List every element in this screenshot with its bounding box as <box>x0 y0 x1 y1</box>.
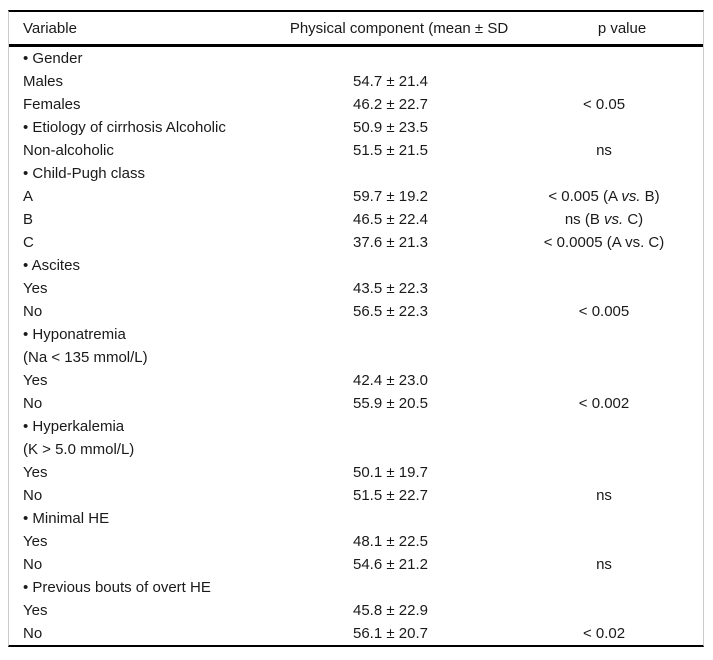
variable-cell: • Gender <box>23 50 83 67</box>
variable-cell: (K > 5.0 mmol/L) <box>23 441 135 458</box>
table-row: • Minimal HE <box>9 507 703 530</box>
variable-cell: • Ascites <box>23 257 80 274</box>
variable-cell: • Hyponatremia <box>23 326 126 343</box>
mean-sd-cell: 55.9 ± 20.5 <box>353 395 428 412</box>
p-value-cell: ns <box>596 487 612 504</box>
p-value-cell: < 0.05 <box>582 96 626 113</box>
col-header-p-value: p value <box>597 19 647 37</box>
mean-sd-cell: 46.5 ± 22.4 <box>353 211 428 228</box>
variable-cell: Non-alcoholic <box>23 142 114 159</box>
table-row: Yes 50.1 ± 19.7 <box>9 461 703 484</box>
table-row: • Gender <box>9 47 703 70</box>
variable-cell: B <box>23 211 34 228</box>
mean-sd-cell: 45.8 ± 22.9 <box>353 602 428 619</box>
table-row: (Na < 135 mmol/L) <box>9 346 703 369</box>
mean-sd-cell: 56.5 ± 22.3 <box>353 303 428 320</box>
p-value-cell: ns <box>596 556 612 573</box>
col-header-variable: Variable <box>23 19 77 37</box>
table-row: • Previous bouts of overt HE <box>9 576 703 599</box>
variable-cell: Yes <box>23 533 48 550</box>
variable-cell: • Hyperkalemia <box>23 418 125 435</box>
table-row: C 37.6 ± 21.3 < 0.0005 (A vs. C) <box>9 231 703 254</box>
mean-sd-cell: 59.7 ± 19.2 <box>353 188 428 205</box>
table-row: • Ascites <box>9 254 703 277</box>
table-body: • Gender Males 54.7 ± 21.4 Females 46.2 … <box>9 47 703 645</box>
p-value-cell: ns (B vs. C) <box>564 211 644 228</box>
table-row: Yes 48.1 ± 22.5 <box>9 530 703 553</box>
table-row: No 56.5 ± 22.3 < 0.005 <box>9 300 703 323</box>
variable-cell: • Minimal HE <box>23 510 110 527</box>
table-row: • Etiology of cirrhosis Alcoholic 50.9 ±… <box>9 116 703 139</box>
mean-sd-cell: 54.7 ± 21.4 <box>353 73 428 90</box>
variable-cell: A <box>23 188 34 205</box>
mean-sd-cell: 50.9 ± 23.5 <box>353 119 428 136</box>
col-header-physical-component: Physical component (mean ± SD <box>289 19 509 37</box>
variable-cell: Yes <box>23 464 48 481</box>
variable-cell: C <box>23 234 34 251</box>
table-row: No 54.6 ± 21.2 ns <box>9 553 703 576</box>
table-row: • Hyperkalemia <box>9 415 703 438</box>
mean-sd-cell: 50.1 ± 19.7 <box>353 464 428 481</box>
mean-sd-cell: 54.6 ± 21.2 <box>353 556 428 573</box>
mean-sd-cell: 51.5 ± 21.5 <box>353 142 428 159</box>
variable-cell: No <box>23 487 43 504</box>
mean-sd-cell: 43.5 ± 22.3 <box>353 280 428 297</box>
variable-cell: No <box>23 303 43 320</box>
mean-sd-cell: 48.1 ± 22.5 <box>353 533 428 550</box>
p-value-cell: ns <box>596 142 612 159</box>
variable-cell: Yes <box>23 280 48 297</box>
table-row: Yes 42.4 ± 23.0 <box>9 369 703 392</box>
variable-cell: Yes <box>23 372 48 389</box>
mean-sd-cell: 46.2 ± 22.7 <box>353 96 428 113</box>
table-row: No 51.5 ± 22.7 ns <box>9 484 703 507</box>
table-row: No 55.9 ± 20.5 < 0.002 <box>9 392 703 415</box>
table-row: Males 54.7 ± 21.4 <box>9 70 703 93</box>
variable-cell: No <box>23 625 43 642</box>
p-value-cell: < 0.0005 (A vs. C) <box>543 234 665 251</box>
table-row: B 46.5 ± 22.4 ns (B vs. C) <box>9 208 703 231</box>
variable-cell: No <box>23 395 43 412</box>
p-value-cell: < 0.002 <box>578 395 630 412</box>
table-row: • Hyponatremia <box>9 323 703 346</box>
table-row: A 59.7 ± 19.2 < 0.005 (A vs. B) <box>9 185 703 208</box>
table-row: Yes 43.5 ± 22.3 <box>9 277 703 300</box>
table-row: Non-alcoholic 51.5 ± 21.5 ns <box>9 139 703 162</box>
variable-cell: No <box>23 556 43 573</box>
p-value-cell: < 0.02 <box>582 625 626 642</box>
variable-cell: Yes <box>23 602 48 619</box>
variable-cell: (Na < 135 mmol/L) <box>23 349 148 366</box>
mean-sd-cell: 37.6 ± 21.3 <box>353 234 428 251</box>
mean-sd-cell: 42.4 ± 23.0 <box>353 372 428 389</box>
table-row: Females 46.2 ± 22.7 < 0.05 <box>9 93 703 116</box>
table-row: • Child-Pugh class <box>9 162 703 185</box>
mean-sd-cell: 56.1 ± 20.7 <box>353 625 428 642</box>
table-row: Yes 45.8 ± 22.9 <box>9 599 703 622</box>
table-row: (K > 5.0 mmol/L) <box>9 438 703 461</box>
variable-cell: • Etiology of cirrhosis Alcoholic <box>23 119 226 136</box>
variable-cell: Females <box>23 96 81 113</box>
variable-cell: Males <box>23 73 64 90</box>
variable-cell: • Previous bouts of overt HE <box>23 579 211 596</box>
p-value-cell: < 0.005 (A vs. B) <box>548 188 660 205</box>
variable-cell: • Child-Pugh class <box>23 165 145 182</box>
table-row: No 56.1 ± 20.7 < 0.02 <box>9 622 703 645</box>
table-header-row: Variable Physical component (mean ± SD p… <box>9 12 703 47</box>
p-value-cell: < 0.005 <box>578 303 630 320</box>
paper-table: Variable Physical component (mean ± SD p… <box>8 10 704 647</box>
mean-sd-cell: 51.5 ± 22.7 <box>353 487 428 504</box>
